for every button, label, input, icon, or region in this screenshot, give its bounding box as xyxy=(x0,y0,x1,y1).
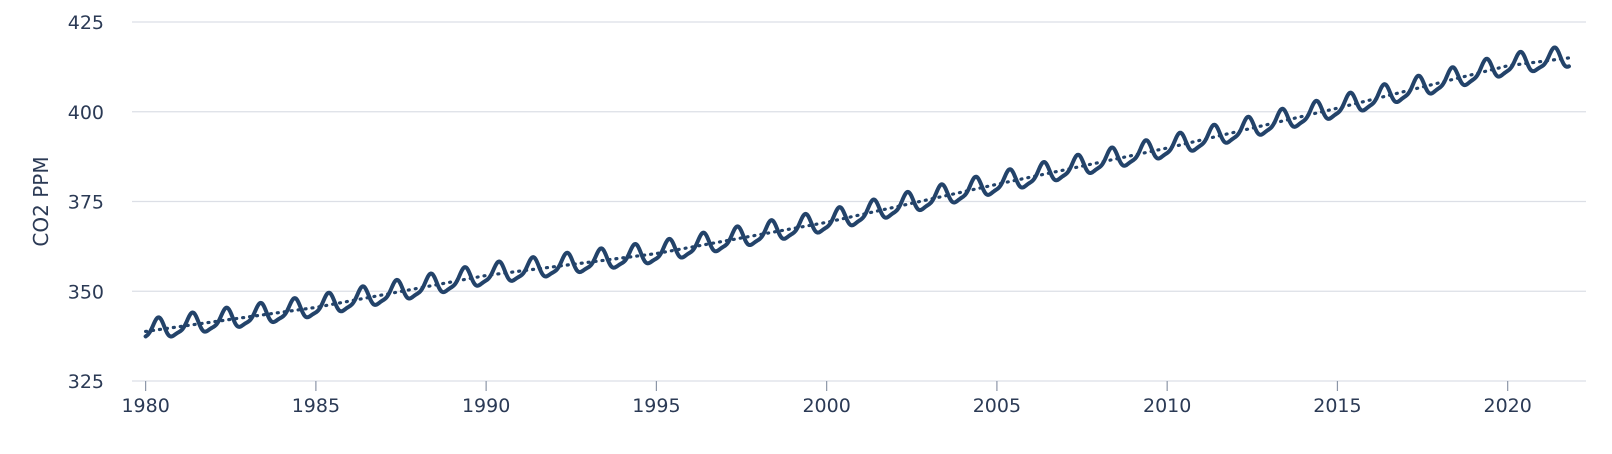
x-axis-ticks: 1980 1985 1990 1995 2000 2005 2010 2015 2020 xyxy=(121,381,1532,417)
grid-lines xyxy=(132,21,1586,292)
x-tick-label-2020: 2020 xyxy=(1484,395,1532,417)
series-monthly-line xyxy=(143,45,1571,339)
y-tick-label-400: 400 xyxy=(68,102,104,124)
y-axis-label: CO2 PPM xyxy=(29,156,53,246)
y-tick-label-325: 325 xyxy=(68,371,104,393)
x-tick-label-1985: 1985 xyxy=(292,395,340,417)
y-tick-label-375: 375 xyxy=(68,192,104,214)
x-tick-label-1990: 1990 xyxy=(462,395,510,417)
y-axis-ticks: 325 350 375 400 425 xyxy=(68,12,104,393)
series-trend-line xyxy=(144,56,1571,334)
y-tick-label-425: 425 xyxy=(68,12,104,34)
x-tick-label-1995: 1995 xyxy=(632,395,680,417)
y-tick-label-350: 350 xyxy=(68,281,104,303)
x-tick-label-1980: 1980 xyxy=(121,395,169,417)
x-tick-label-2005: 2005 xyxy=(973,395,1021,417)
x-tick-label-2000: 2000 xyxy=(802,395,850,417)
x-tick-label-2010: 2010 xyxy=(1143,395,1191,417)
x-tick-label-2015: 2015 xyxy=(1313,395,1361,417)
